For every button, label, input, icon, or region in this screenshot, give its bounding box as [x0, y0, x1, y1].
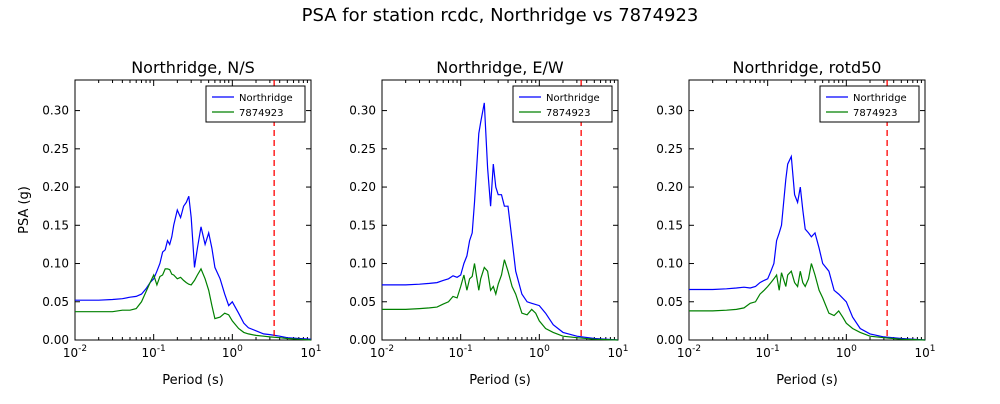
- legend: Northridge 7874923: [512, 85, 613, 123]
- series-line-northridge: [75, 195, 312, 340]
- plot-frame: [688, 79, 926, 341]
- legend: Northridge 7874923: [819, 85, 920, 123]
- x-axis-label: Period (s): [162, 373, 224, 388]
- y-tick-label: 0.30: [349, 104, 376, 118]
- y-tick-label: 0.10: [656, 257, 683, 271]
- y-tick-label: 0.15: [349, 218, 376, 232]
- plot-frame: [74, 79, 312, 341]
- legend-label: Northridge: [239, 93, 293, 104]
- x-tick-label: 101: [607, 344, 628, 360]
- y-tick-label: 0.10: [349, 257, 376, 271]
- legend-box: [205, 85, 306, 123]
- x-tick-label: 100: [529, 344, 550, 360]
- y-tick-label: 0.05: [656, 295, 683, 309]
- chart-title: Northridge, E/W: [436, 58, 564, 77]
- legend-label: Northridge: [546, 93, 600, 104]
- y-tick-label: 0.15: [42, 218, 69, 232]
- x-tick-label: 100: [222, 344, 243, 360]
- y-tick-label: 0.05: [349, 295, 376, 309]
- x-axis-label: Period (s): [776, 373, 838, 388]
- legend-label: Northridge: [853, 93, 907, 104]
- x-tick-label: 100: [836, 344, 857, 360]
- y-tick-label: 0.30: [42, 104, 69, 118]
- x-tick-label: 101: [300, 344, 321, 360]
- x-tick-label: 10-1: [449, 344, 473, 360]
- legend-label: 7874923: [853, 108, 898, 119]
- y-tick-label: 0.30: [656, 104, 683, 118]
- x-tick-label: 10-1: [142, 344, 166, 360]
- x-axis-label: Period (s): [469, 373, 531, 388]
- chart-panel-2: Northridge, E/W 0.00 0.05 0.10 0.15 0.20 0.25 0…: [349, 58, 628, 388]
- x-tick-label: 10-2: [370, 344, 394, 360]
- y-tick-label: 0.15: [656, 218, 683, 232]
- y-tick-label: 0.10: [42, 257, 69, 271]
- chart-panel-3: Northridge, rotd50 0.00 0.05 0.10 0.15 0.20 0.…: [656, 58, 935, 388]
- series-line-simulation: [75, 267, 312, 341]
- y-tick-label: 0.25: [42, 142, 69, 156]
- y-tick-label: 0.20: [349, 180, 376, 194]
- y-tick-label: 0.05: [42, 295, 69, 309]
- y-tick-label: 0.00: [42, 333, 69, 347]
- series-line-simulation: [382, 259, 619, 341]
- figure-title: PSA for station rcdc, Northridge vs 7874…: [301, 5, 699, 26]
- legend-label: 7874923: [239, 108, 284, 119]
- x-tick-label: 101: [914, 344, 935, 360]
- plot-frame: [381, 79, 619, 341]
- legend-box: [819, 85, 920, 123]
- legend: Northridge 7874923: [205, 85, 306, 123]
- series-line-northridge: [689, 154, 926, 341]
- chart-title: Northridge, rotd50: [733, 58, 882, 77]
- x-tick-label: 10-1: [756, 344, 780, 360]
- x-tick-label: 10-2: [677, 344, 701, 360]
- y-tick-label: 0.00: [656, 333, 683, 347]
- y-tick-label: 0.20: [42, 180, 69, 194]
- chart-panel-1: Northridge, N/S 0.00 0.05 0.10 0.15 0.20 0.25 0…: [17, 58, 322, 388]
- series-line-northridge: [382, 102, 619, 341]
- y-tick-label: 0.25: [349, 142, 376, 156]
- legend-box: [512, 85, 613, 123]
- x-tick-label: 10-2: [63, 344, 87, 360]
- y-tick-label: 0.00: [349, 333, 376, 347]
- chart-title: Northridge, N/S: [131, 58, 255, 77]
- series-line-simulation: [689, 263, 926, 341]
- legend-label: 7874923: [546, 108, 591, 119]
- y-tick-label: 0.20: [656, 180, 683, 194]
- y-tick-label: 0.25: [656, 142, 683, 156]
- y-axis-label: PSA (g): [17, 186, 32, 234]
